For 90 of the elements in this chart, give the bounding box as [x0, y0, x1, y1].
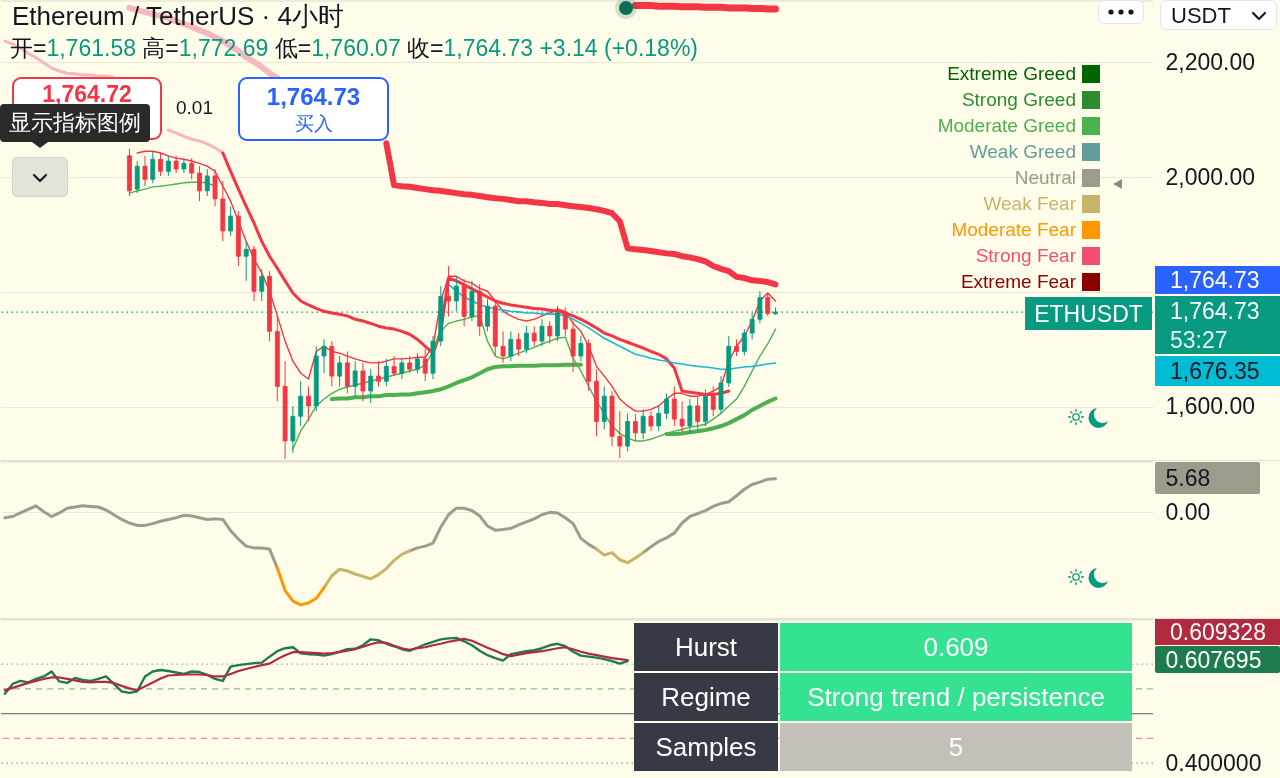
annotation: 5 [948, 732, 964, 762]
annotation: Hurst [674, 632, 738, 662]
annotation: Strong trend / persistence [807, 682, 1105, 712]
candlestick [453, 275, 459, 312]
candlestick [383, 358, 389, 387]
candlestick [664, 392, 669, 420]
chart-title: Ethereum / TetherUS · 4小时 [12, 0, 344, 32]
legend-label: Strong Greed [961, 89, 1076, 111]
candlestick [337, 355, 343, 387]
candlestick [376, 360, 381, 387]
legend-label: Extreme Fear [960, 271, 1076, 293]
candlestick [165, 155, 171, 177]
candlestick [555, 305, 560, 342]
legend-label: Weak Greed [969, 141, 1076, 163]
candlestick [617, 410, 623, 459]
candlestick [259, 268, 265, 302]
candlestick [741, 328, 747, 356]
candlestick [523, 325, 529, 354]
candlestick [757, 290, 763, 324]
candlestick [765, 293, 771, 317]
y-tick-label: 5.68 [1165, 465, 1211, 492]
candlestick [142, 155, 148, 187]
candlestick [212, 168, 218, 207]
annotation: Samples [655, 732, 757, 762]
price-tag: 1,764.73 53:27 [1155, 296, 1280, 354]
candlestick [228, 205, 234, 237]
candlestick [539, 318, 545, 347]
y-tick-label: 1,600.00 [1165, 393, 1256, 420]
candlestick [391, 355, 397, 377]
candlestick [134, 160, 140, 194]
candlestick [500, 330, 506, 364]
candlestick [531, 325, 537, 347]
candlestick [306, 385, 311, 422]
legend-label: Strong Fear [975, 245, 1076, 267]
candlestick [578, 335, 584, 362]
candlestick [687, 398, 693, 434]
candlestick [298, 380, 304, 427]
legend-label: Extreme Greed [947, 63, 1076, 85]
annotation: Regime [661, 682, 751, 712]
legend-label: Neutral [1014, 167, 1076, 189]
candlestick [150, 150, 156, 184]
price-tag: 0.609328 [1155, 619, 1280, 645]
candlestick [632, 413, 638, 442]
candlestick [197, 165, 202, 202]
candlestick [485, 298, 490, 332]
price-tag: 1,764.73 [1155, 266, 1280, 294]
candlestick [516, 332, 522, 357]
candlestick [640, 408, 646, 440]
annotation: ETHUSDT [1034, 299, 1143, 328]
candlestick [562, 306, 568, 337]
candlestick [547, 320, 553, 344]
annotation: 买入 [294, 112, 333, 136]
candlestick [243, 240, 249, 282]
y-tick-label: 2,000.00 [1165, 163, 1256, 190]
y-tick-label: 2,200.00 [1165, 48, 1256, 75]
selector-box: USDT [1160, 0, 1277, 30]
candlestick [508, 330, 514, 362]
candlestick [446, 265, 451, 317]
candlestick [189, 157, 195, 180]
candlestick [204, 168, 210, 197]
candlestick [352, 360, 358, 397]
y-tick-label: 0.00 [1165, 498, 1211, 525]
candlestick [656, 405, 662, 432]
candlestick [181, 158, 187, 174]
annotation: 显示指标图例 [9, 109, 141, 137]
line-series [447, 283, 777, 371]
candlestick [368, 368, 374, 404]
annotation: 0.609 [923, 632, 989, 662]
annotation: 1,764.72 [42, 81, 132, 107]
y-axis-title: USDT [1171, 3, 1231, 29]
legend-label: Moderate Fear [951, 219, 1076, 241]
legend-label: Moderate Greed [937, 115, 1076, 137]
candlestick [399, 357, 405, 380]
legend-label: Weak Fear [983, 193, 1076, 215]
text: 开=1,761.58 高=1,772.69 低=1,760.07 收=1,764.73 +3.14 (+0.18%) [10, 35, 698, 61]
price-tag: 1,676.35 [1155, 356, 1280, 386]
candlestick [422, 348, 428, 382]
candlestick [415, 352, 420, 374]
y-tick-label: 0.607695 [1165, 646, 1262, 673]
candlestick [344, 350, 350, 394]
annotation: 1,764.73 [266, 82, 361, 112]
candlestick [321, 338, 327, 374]
candlestick [360, 362, 366, 402]
candlestick [679, 400, 685, 434]
line-series [275, 566, 326, 607]
symbol-tag: ETHUSDT [1025, 297, 1152, 330]
annotation: 0.01 [176, 96, 213, 120]
y-tick-label: 0.400000 [1165, 749, 1262, 776]
tooltip: 显示指标图例 [0, 104, 150, 142]
buy-button: 1,764.73 买入 [238, 77, 389, 141]
